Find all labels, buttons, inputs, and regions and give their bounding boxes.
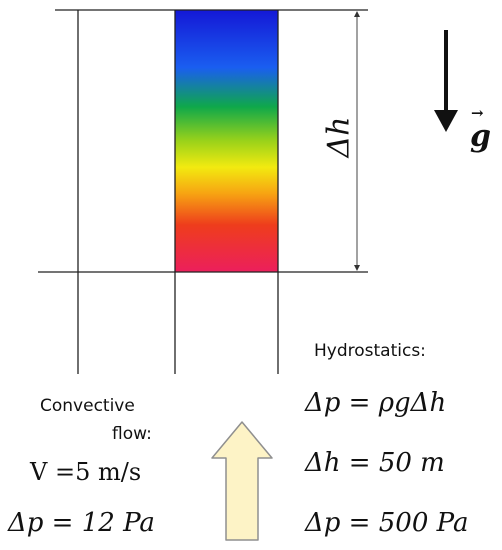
gravity-label: → g [470,106,491,154]
gravity-symbol: g [470,119,491,154]
gravity-vector-mark: → [471,104,484,122]
convective-pressure-value: Δp = 12 Pa [8,508,155,538]
fluid-column [175,10,278,272]
velocity-value: V =5 m/s [30,458,142,486]
up-arrow-icon [211,421,273,541]
convective-title-line1: Convective [40,396,135,416]
down-arrow-icon [434,30,458,132]
hydrostatics-title: Hydrostatics: [314,341,426,361]
convective-title-line2: flow: [112,424,152,444]
hydrostatic-equation: Δp = ρgΔh [305,388,447,418]
height-value: Δh = 50 m [305,448,445,478]
height-label: Δh [321,116,357,158]
hydrostatic-pressure-value: Δp = 500 Pa [305,508,469,538]
